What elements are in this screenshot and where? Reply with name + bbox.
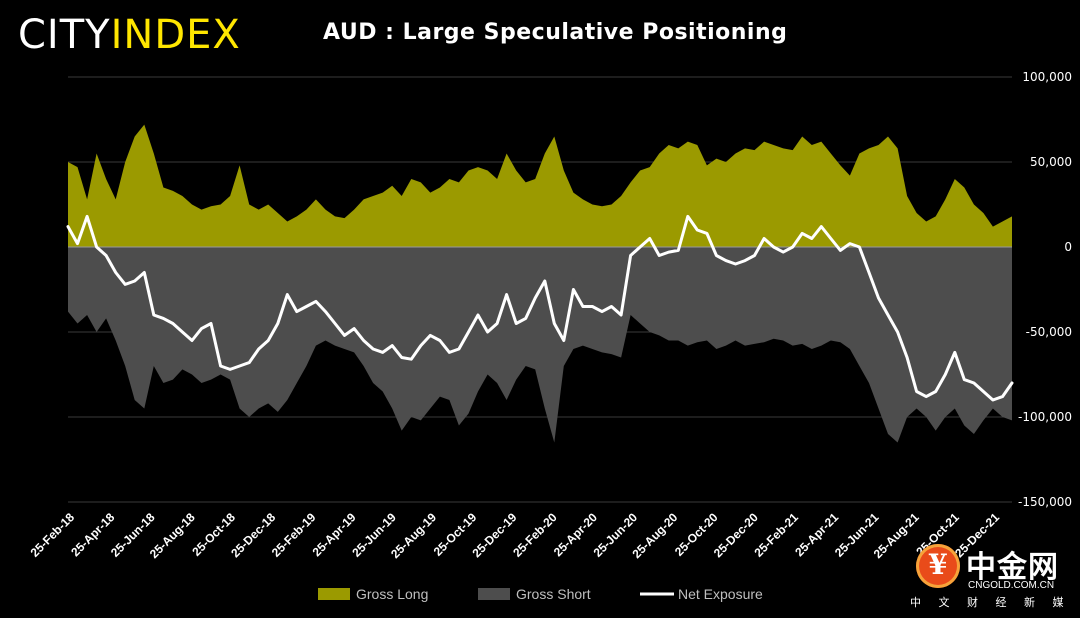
chart-title: AUD : Large Speculative Positioning xyxy=(323,20,788,45)
yen-coin-icon: ¥ xyxy=(916,544,960,588)
series-lines xyxy=(66,214,1014,402)
logo-city-text: CITY xyxy=(18,12,111,58)
legend-item-net-exposure: Net Exposure xyxy=(640,586,763,602)
y-tick-label: 50,000 xyxy=(1030,155,1072,169)
cngold-watermark: ¥ 中金网 CNGOLD.COM.CN 中 文 财 经 新 媒 体 xyxy=(910,540,1080,610)
watermark-subtitle: 中 文 财 经 新 媒 体 xyxy=(910,596,1080,609)
legend-item-gross-short: Gross Short xyxy=(478,586,591,602)
watermark-domain: CNGOLD.COM.CN xyxy=(968,580,1055,591)
y-tick-label: -50,000 xyxy=(1026,325,1072,339)
legend-label: Gross Short xyxy=(516,586,591,602)
series-areas xyxy=(68,124,1012,443)
legend-label: Net Exposure xyxy=(678,586,763,602)
city-index-logo: CITYINDEX xyxy=(18,10,241,60)
y-tick-label: 0 xyxy=(1064,240,1072,254)
y-tick-label: 100,000 xyxy=(1022,70,1072,84)
y-axis-ticks: 100,000 50,000 0 -50,000 -100,000 -150,000 xyxy=(1018,70,1072,509)
logo-index-text: INDEX xyxy=(110,12,241,58)
legend: Gross Long Gross Short Net Exposure xyxy=(318,586,763,602)
watermark-name: 中金网 xyxy=(966,550,1059,585)
legend-label: Gross Long xyxy=(356,586,428,602)
legend-item-gross-long: Gross Long xyxy=(318,586,428,602)
y-tick-label: -100,000 xyxy=(1018,410,1072,424)
legend-swatch xyxy=(318,588,350,600)
x-axis-ticks: 25-Feb-1825-Apr-1825-Jun-1825-Aug-1825-O… xyxy=(28,510,1003,561)
y-tick-label: -150,000 xyxy=(1018,495,1072,509)
legend-swatch xyxy=(478,588,510,600)
series-line-net-exposure xyxy=(66,214,1014,402)
series-area-gross-short xyxy=(68,247,1012,443)
series-area-gross-long xyxy=(68,124,1012,247)
